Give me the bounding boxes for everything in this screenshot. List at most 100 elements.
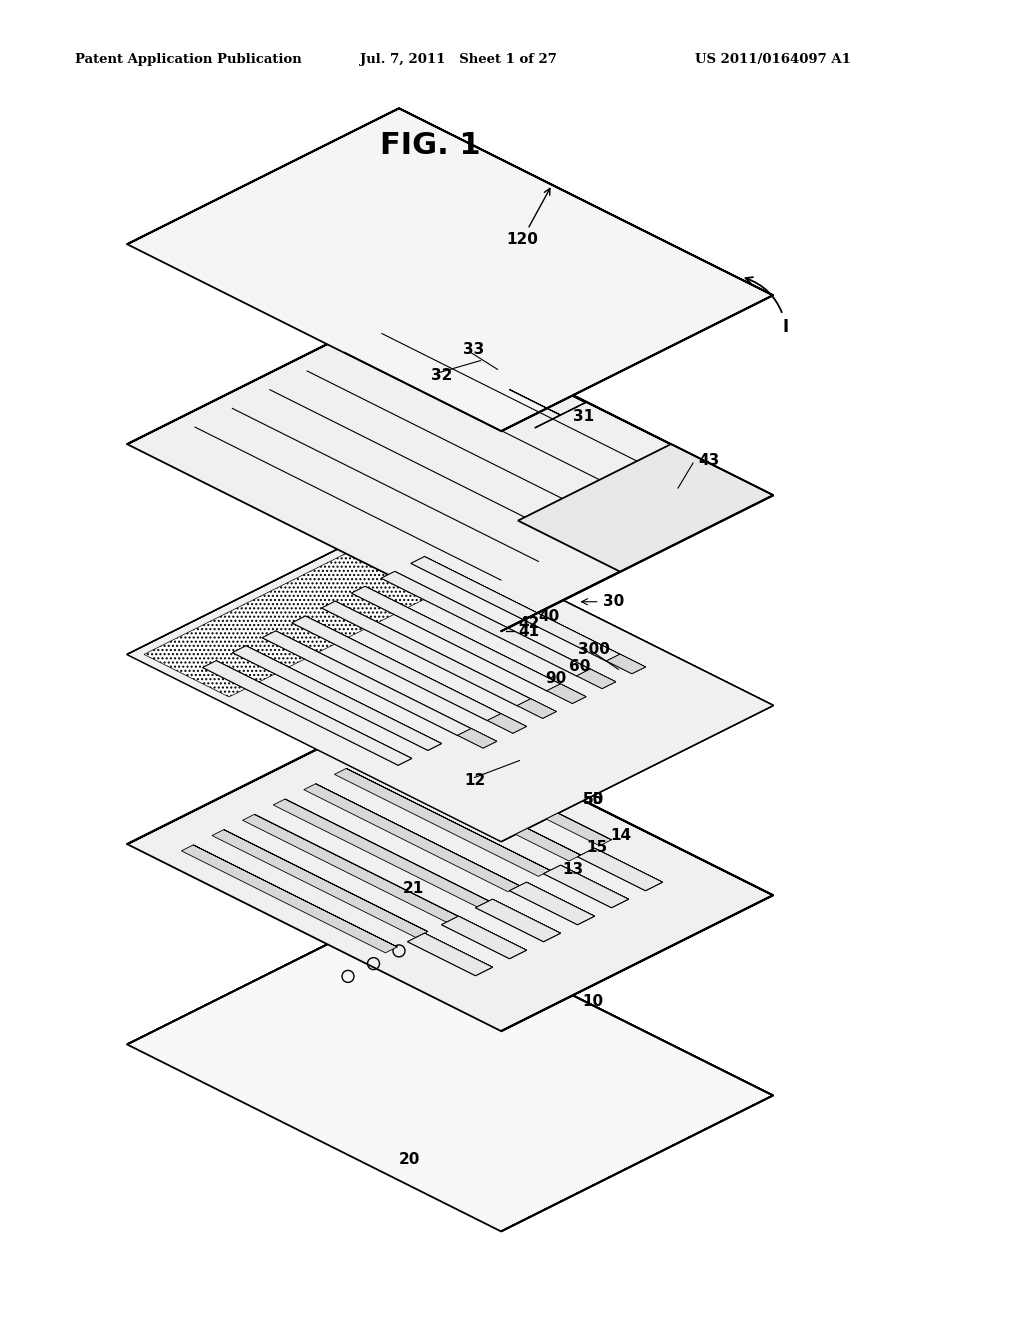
Text: I: I [745, 277, 790, 335]
Polygon shape [433, 359, 467, 378]
Polygon shape [518, 444, 773, 572]
Polygon shape [127, 908, 399, 1044]
Polygon shape [127, 308, 399, 445]
Polygon shape [416, 742, 467, 768]
Polygon shape [351, 586, 560, 690]
Polygon shape [458, 729, 497, 748]
Polygon shape [475, 899, 560, 941]
Polygon shape [501, 705, 773, 842]
Text: 120: 120 [506, 189, 550, 247]
Polygon shape [577, 669, 615, 689]
Polygon shape [517, 698, 556, 718]
Polygon shape [381, 572, 590, 676]
Polygon shape [399, 308, 773, 495]
Polygon shape [399, 708, 773, 895]
Polygon shape [595, 849, 663, 882]
Polygon shape [671, 444, 773, 495]
Polygon shape [216, 660, 412, 759]
Polygon shape [224, 829, 428, 932]
Polygon shape [544, 865, 629, 908]
Polygon shape [501, 714, 526, 726]
Text: 42: 42 [518, 615, 540, 631]
Polygon shape [127, 519, 773, 841]
Polygon shape [365, 754, 581, 861]
Polygon shape [547, 684, 586, 704]
Polygon shape [399, 908, 441, 929]
Polygon shape [493, 899, 560, 933]
Text: 40: 40 [538, 609, 559, 623]
Polygon shape [305, 616, 501, 714]
Polygon shape [535, 376, 586, 403]
Polygon shape [144, 527, 484, 697]
Text: 14: 14 [610, 829, 631, 843]
Polygon shape [501, 495, 773, 631]
Text: 12: 12 [465, 774, 485, 788]
Polygon shape [408, 738, 611, 840]
Polygon shape [351, 586, 560, 690]
Polygon shape [394, 572, 590, 669]
Polygon shape [578, 849, 663, 891]
Polygon shape [501, 1096, 773, 1232]
Text: 50: 50 [583, 792, 604, 808]
Polygon shape [510, 389, 560, 416]
Polygon shape [292, 616, 501, 721]
Polygon shape [411, 557, 620, 661]
Text: 300: 300 [579, 642, 610, 657]
Polygon shape [365, 586, 560, 684]
Text: 55: 55 [583, 792, 604, 807]
Polygon shape [501, 296, 773, 432]
Polygon shape [212, 829, 428, 937]
Polygon shape [411, 557, 620, 661]
Polygon shape [544, 866, 629, 908]
Polygon shape [127, 108, 773, 432]
Polygon shape [487, 714, 526, 734]
Polygon shape [232, 645, 441, 750]
Polygon shape [408, 933, 493, 975]
Text: 31: 31 [572, 409, 594, 424]
Polygon shape [127, 519, 773, 841]
Polygon shape [246, 645, 441, 743]
Text: Jul. 7, 2011   Sheet 1 of 27: Jul. 7, 2011 Sheet 1 of 27 [360, 54, 557, 66]
Polygon shape [530, 698, 556, 711]
Polygon shape [501, 495, 773, 631]
Polygon shape [275, 631, 471, 729]
Polygon shape [181, 845, 397, 953]
Polygon shape [127, 708, 399, 845]
Polygon shape [127, 908, 773, 1232]
Polygon shape [441, 916, 526, 958]
Polygon shape [606, 655, 645, 673]
Polygon shape [399, 908, 773, 1096]
Polygon shape [547, 684, 586, 704]
Polygon shape [194, 845, 397, 946]
Polygon shape [606, 655, 645, 673]
Polygon shape [501, 495, 773, 631]
Polygon shape [578, 849, 663, 891]
Polygon shape [203, 661, 412, 766]
Polygon shape [450, 751, 518, 785]
Polygon shape [381, 572, 590, 676]
Polygon shape [285, 799, 489, 902]
Polygon shape [399, 108, 773, 296]
Text: 13: 13 [562, 862, 583, 878]
Text: US 2011/0164097 A1: US 2011/0164097 A1 [695, 54, 851, 66]
Text: 21: 21 [403, 880, 424, 896]
Text: 10: 10 [583, 994, 603, 1010]
Polygon shape [560, 865, 629, 899]
Polygon shape [273, 799, 489, 907]
Text: 15: 15 [586, 841, 607, 855]
Polygon shape [243, 814, 459, 923]
Polygon shape [487, 714, 526, 733]
Polygon shape [459, 916, 526, 950]
Polygon shape [346, 768, 550, 870]
Polygon shape [620, 655, 645, 667]
Polygon shape [471, 729, 497, 742]
Polygon shape [399, 519, 773, 705]
Polygon shape [408, 933, 493, 975]
Polygon shape [475, 899, 560, 941]
Polygon shape [315, 784, 520, 886]
Polygon shape [425, 933, 493, 968]
Polygon shape [535, 403, 586, 428]
Polygon shape [467, 742, 535, 777]
Text: 90: 90 [546, 671, 566, 686]
Polygon shape [441, 916, 526, 958]
